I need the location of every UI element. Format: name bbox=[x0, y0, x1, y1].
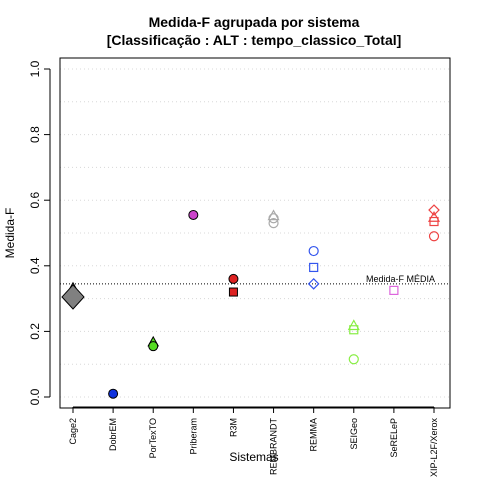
plot-frame bbox=[59, 57, 451, 409]
x-tick-label: REMMA bbox=[309, 418, 319, 452]
data-point-xip-l2f-xerox-diamond-open bbox=[428, 204, 440, 216]
y-tick-label: 1.0 bbox=[28, 60, 42, 77]
data-point-xip-l2f-xerox-square-open bbox=[429, 216, 439, 227]
data-point-serelep-square-open bbox=[389, 285, 399, 295]
data-point-dobrem-circle-filled bbox=[108, 388, 119, 399]
mean-reference-label: Medida-F MÉDIA bbox=[366, 274, 435, 284]
data-point-remma-diamond-open bbox=[307, 277, 320, 290]
data-point-cage2-diamond-large bbox=[61, 284, 85, 310]
x-tick-label: XIP-L2F/Xerox bbox=[429, 418, 439, 478]
data-point-rembrandt-triangle-open bbox=[267, 209, 280, 221]
y-tick-label: 0.6 bbox=[28, 192, 42, 209]
x-tick-label: Priberam bbox=[188, 418, 198, 455]
x-tick-label: PorTexTO bbox=[148, 418, 158, 458]
y-tick-label: 0.2 bbox=[28, 323, 42, 340]
data-point-remma-square-open bbox=[309, 262, 319, 273]
chart-title-line1: Medida-F agrupada por sistema bbox=[149, 14, 360, 30]
data-point-rembrandt-circle-open bbox=[268, 213, 279, 224]
x-tick-label: SeRELeP bbox=[389, 418, 399, 458]
reference-line-layer: Medida-F MÉDIA bbox=[60, 274, 450, 285]
data-point-portexto-circle-filled bbox=[148, 341, 159, 352]
x-tick-label: SEIGeo bbox=[349, 418, 359, 450]
y-tick-label: 0.0 bbox=[28, 388, 42, 405]
data-point-r3m-square-filled bbox=[228, 287, 238, 297]
data-point-xip-l2f-xerox-circle-open bbox=[428, 231, 440, 242]
data-points-layer bbox=[61, 204, 441, 399]
x-axis: Cage2 DobrEM PorTexTO Priberam R3M REMBRANDT R… bbox=[68, 406, 439, 478]
x-tick-label: Cage2 bbox=[68, 418, 78, 445]
data-point-seigeo-circle-open bbox=[348, 354, 359, 365]
y-axis-label: Medida-F bbox=[3, 208, 17, 259]
x-tick-label: REMBRANDT bbox=[269, 418, 279, 476]
data-point-priberam-circle-filled bbox=[188, 209, 199, 220]
data-point-seigeo-triangle-open bbox=[347, 319, 360, 331]
data-point-remma-circle-open bbox=[308, 245, 319, 257]
x-tick-label: DobrEM bbox=[108, 418, 118, 451]
chart-title-line2: [Classificação : ALT : tempo_classico_To… bbox=[107, 32, 402, 48]
y-tick-label: 0.8 bbox=[28, 126, 42, 143]
grid-layer bbox=[60, 68, 450, 398]
data-point-seigeo-square-open bbox=[349, 325, 359, 335]
data-point-xip-l2f-xerox-triangle-open bbox=[427, 211, 441, 222]
x-axis-label: Sistemas bbox=[229, 450, 278, 464]
data-point-r3m-circle-filled bbox=[228, 273, 239, 284]
y-axis: 0.0 0.2 0.4 0.6 0.8 1.0 bbox=[28, 60, 51, 405]
data-point-rembrandt-circle-open bbox=[268, 218, 279, 229]
y-tick-label: 0.4 bbox=[28, 257, 42, 274]
x-tick-label: R3M bbox=[228, 418, 238, 437]
